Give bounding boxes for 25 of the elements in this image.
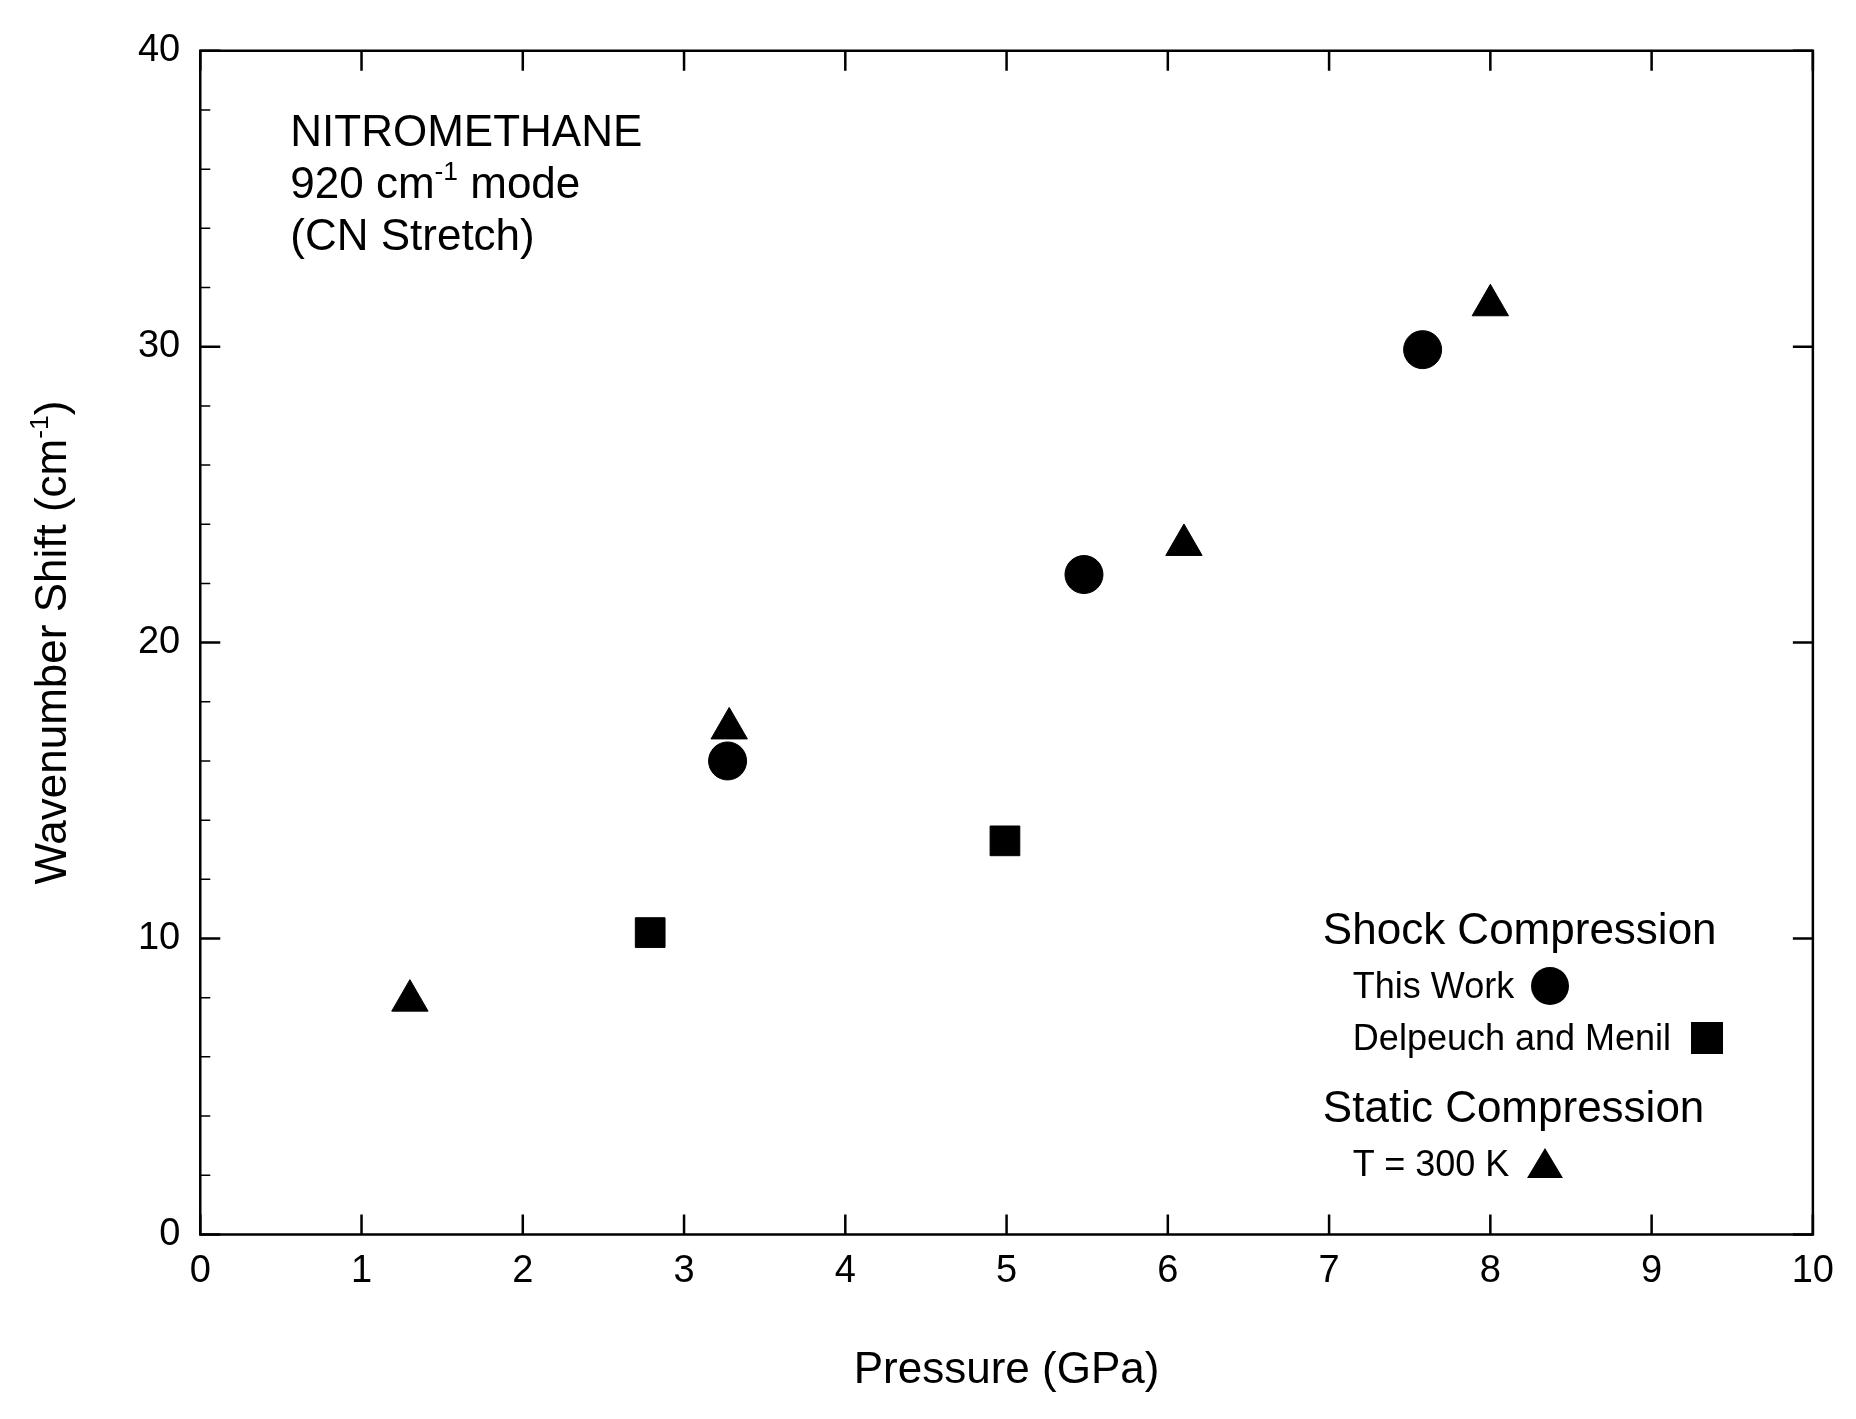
- annotation: NITROMETHANE: [290, 105, 643, 155]
- x-tick-label: 4: [834, 1247, 856, 1290]
- x-axis-title: Pressure (GPa): [853, 1343, 1160, 1392]
- x-tick-label: 9: [1641, 1247, 1663, 1290]
- y-tick-label: 40: [137, 27, 181, 70]
- y-tick-label: 30: [137, 323, 181, 366]
- x-tick-label: 6: [1157, 1247, 1179, 1290]
- annotation: (CN Stretch): [290, 209, 535, 259]
- x-tick-label: 5: [996, 1247, 1018, 1290]
- annotation: Static Compression: [1322, 1082, 1706, 1134]
- x-tick-label: 2: [512, 1247, 534, 1290]
- y-axis-title: Wavenumber Shift (cm-1): [24, 400, 75, 885]
- x-tick-label: 10: [1791, 1247, 1835, 1290]
- x-tick-label: 3: [673, 1247, 695, 1290]
- y-tick-label: 0: [159, 1210, 181, 1253]
- y-tick-label: 20: [137, 619, 181, 662]
- x-tick-label: 0: [189, 1247, 211, 1290]
- legend-label: T = 300 K: [1352, 1143, 1510, 1186]
- legend-label: This Work: [1352, 965, 1515, 1008]
- legend-title: Shock Compression: [1322, 904, 1718, 956]
- legend-label: Delpeuch and Menil: [1352, 1017, 1672, 1060]
- x-tick-label: 8: [1479, 1247, 1501, 1290]
- y-tick-label: 10: [137, 914, 181, 957]
- x-tick-label: 7: [1318, 1247, 1340, 1290]
- x-tick-label: 1: [350, 1247, 373, 1290]
